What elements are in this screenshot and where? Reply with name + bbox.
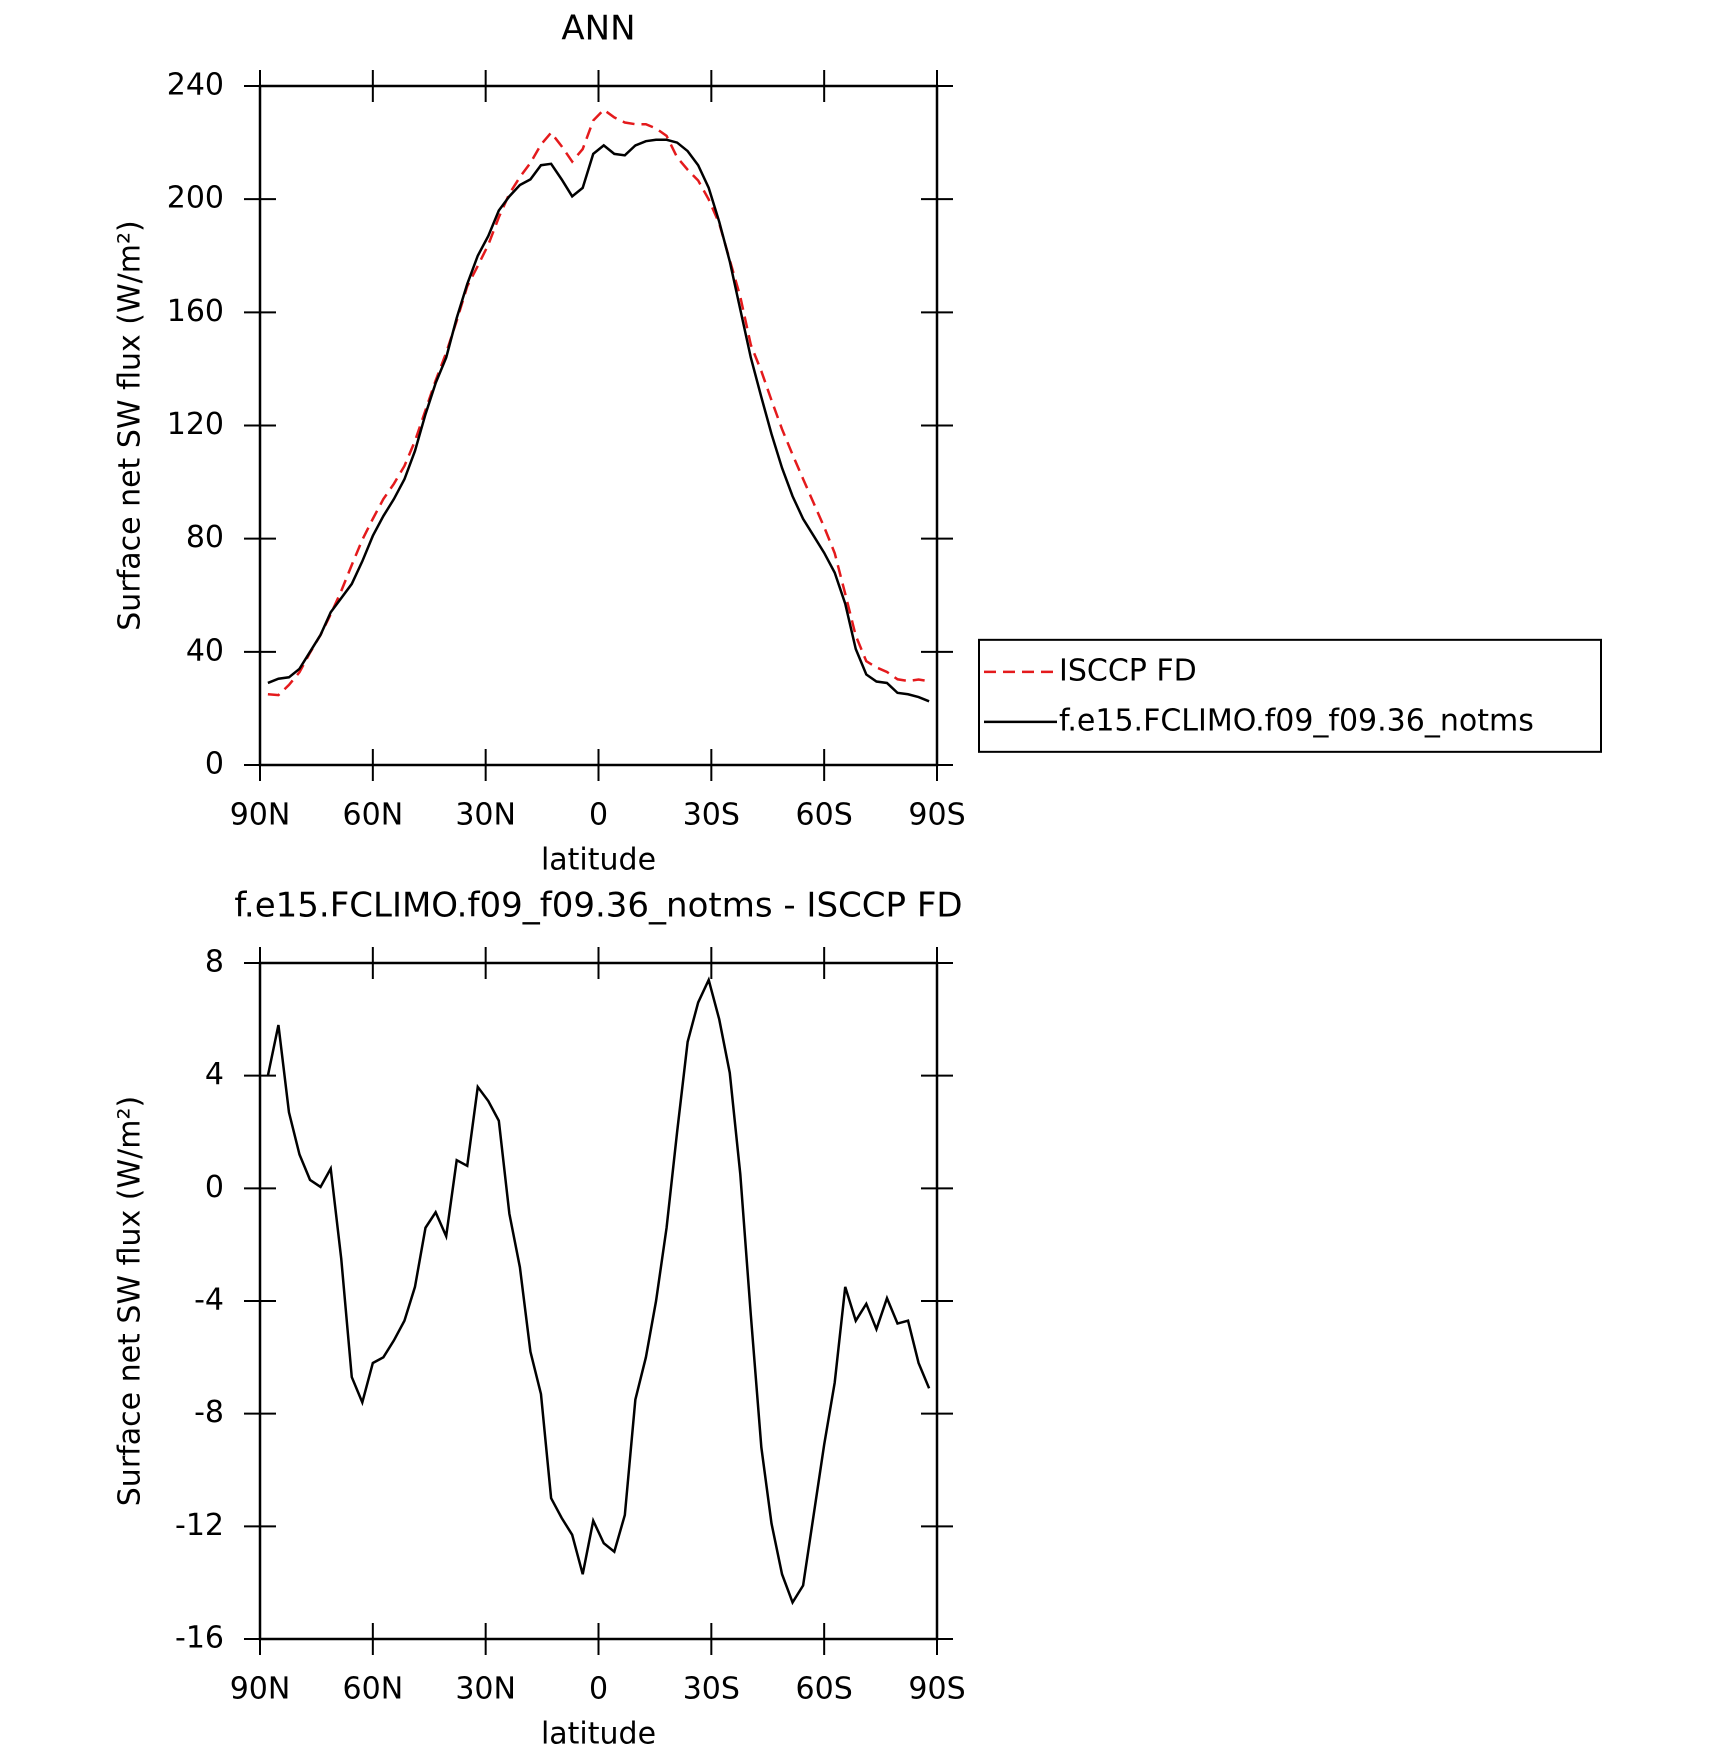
y-tick-label: -16 — [175, 1621, 224, 1656]
y-tick-label: 0 — [205, 1170, 224, 1205]
x-tick-label: 30N — [455, 798, 516, 833]
y-tick-label: 0 — [205, 747, 224, 782]
x-tick-label: 60N — [343, 1672, 404, 1707]
legend-label: ISCCP FD — [1059, 653, 1197, 688]
legend-box — [978, 638, 1602, 753]
data-line — [267, 108, 930, 697]
y-axis-label: Surface net SW flux (W/m²) — [113, 220, 148, 630]
plot-frame — [258, 961, 939, 1641]
x-tick-label: 30N — [455, 1672, 516, 1707]
y-tick-label: -4 — [194, 1283, 224, 1318]
x-axis-label: latitude — [541, 1717, 656, 1752]
x-tick-label: 90N — [230, 798, 291, 833]
y-tick-label: 240 — [167, 68, 224, 103]
chart-title: ANN — [561, 9, 635, 49]
y-axis-label: Surface net SW flux (W/m²) — [113, 1096, 148, 1506]
chart-title: f.e15.FCLIMO.f09_f09.36_notms - ISCCP FD — [234, 886, 962, 926]
x-tick-label: 30S — [683, 1672, 740, 1707]
x-tick-label: 90S — [908, 1672, 965, 1707]
x-tick-label: 0 — [589, 798, 608, 833]
data-line — [267, 138, 930, 703]
y-tick-label: 120 — [167, 407, 224, 442]
x-tick-label: 60S — [796, 1672, 853, 1707]
plot-frame — [258, 84, 939, 767]
y-tick-label: -12 — [175, 1508, 224, 1543]
y-tick-label: 40 — [186, 633, 224, 668]
x-tick-label: 90S — [908, 798, 965, 833]
legend-label: f.e15.FCLIMO.f09_f09.36_notms — [1059, 703, 1534, 738]
y-tick-label: 200 — [167, 181, 224, 216]
x-tick-label: 90N — [230, 1672, 291, 1707]
y-tick-label: 80 — [186, 520, 224, 555]
y-tick-label: -8 — [194, 1395, 224, 1430]
data-line — [266, 976, 931, 1606]
x-tick-label: 60N — [343, 798, 404, 833]
x-tick-label: 30S — [683, 798, 740, 833]
x-tick-label: 0 — [589, 1672, 608, 1707]
x-axis-label: latitude — [541, 843, 656, 878]
y-tick-label: 8 — [205, 945, 224, 980]
y-tick-label: 4 — [205, 1057, 224, 1092]
y-tick-label: 160 — [167, 294, 224, 329]
x-tick-label: 60S — [796, 798, 853, 833]
